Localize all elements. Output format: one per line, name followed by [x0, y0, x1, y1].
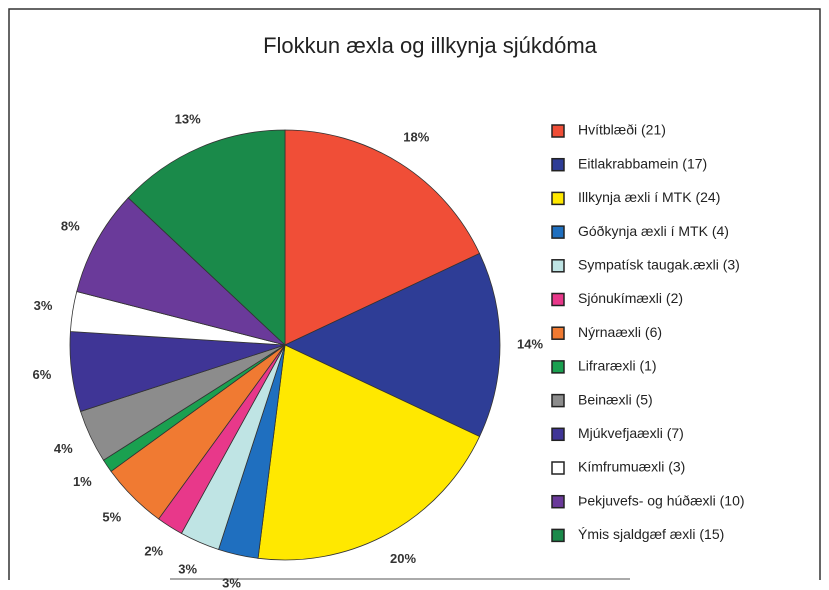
legend-swatch: [551, 292, 565, 307]
pie-slice: [76, 197, 286, 346]
legend-label: Lifraræxli (1): [578, 358, 657, 374]
legend-label: Illkynja æxli í MTK (24): [578, 189, 720, 205]
pie-slice: [284, 129, 481, 346]
legend-label: Beinæxli (5): [578, 391, 653, 407]
legend-label: Hvítblæði (21): [578, 122, 666, 138]
legend-swatch: [551, 427, 565, 442]
slice-label: 5%: [102, 510, 121, 525]
pie-slice: [127, 129, 286, 346]
legend-label: Sympatísk taugak.æxli (3): [578, 257, 740, 273]
legend-label: Góðkynja æxli í MTK (4): [578, 223, 729, 239]
slice-label: 20%: [390, 551, 416, 566]
legend-label: Sjónukímæxli (2): [578, 290, 683, 306]
legend-label: Ýmis sjaldgæf æxli (15): [578, 526, 724, 542]
pie-slice: [284, 252, 501, 438]
slice-label: 2%: [144, 543, 163, 558]
slice-label: 6%: [33, 367, 52, 382]
legend-swatch: [551, 461, 565, 475]
legend-swatch: [551, 225, 565, 239]
legend-swatch: [551, 191, 565, 206]
legend-swatch: [551, 494, 565, 509]
slice-label: 3%: [34, 298, 53, 313]
legend-swatch: [551, 259, 565, 273]
slice-label: 13%: [175, 112, 201, 127]
pie-slice: [257, 344, 481, 561]
slice-label: 18%: [403, 130, 429, 145]
legend-label: Kímfrumuæxli (3): [578, 459, 685, 475]
slice-label: 14%: [517, 336, 543, 351]
chart-title: Flokkun æxla og illkynja sjúkdóma: [263, 33, 598, 58]
legend-label: Eitlakrabbamein (17): [578, 155, 707, 171]
slice-label: 3%: [178, 561, 197, 576]
frame: [8, 8, 821, 580]
slice-label: 3%: [222, 576, 241, 590]
legend-swatch: [551, 157, 565, 172]
legend-swatch: [551, 326, 565, 340]
legend-label: Nýrnaæxli (6): [578, 324, 662, 340]
legend-label: Þekjuvefs- og húðæxli (10): [578, 492, 745, 508]
legend-label: Mjúkvefjaæxli (7): [578, 425, 684, 441]
legend-swatch: [551, 360, 565, 374]
slice-label: 8%: [61, 218, 80, 233]
legend-swatch: [551, 393, 565, 408]
legend-swatch: [551, 124, 565, 138]
slice-label: 4%: [54, 441, 73, 456]
slice-label: 1%: [73, 474, 92, 489]
legend-swatch: [551, 528, 565, 543]
